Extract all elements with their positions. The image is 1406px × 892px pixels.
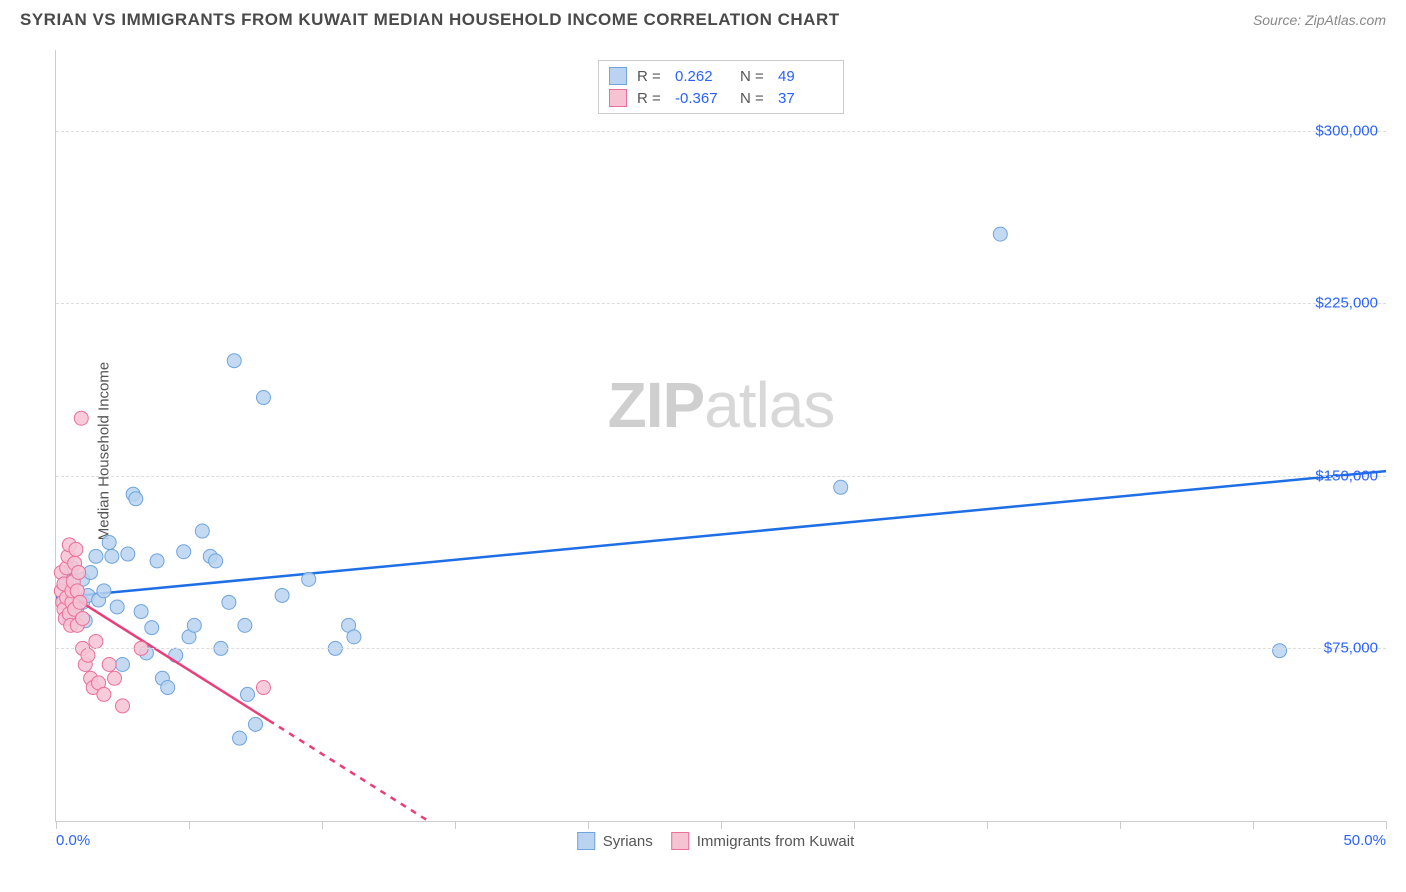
data-point [161,681,175,695]
y-tick-label: $300,000 [1315,122,1378,139]
x-tick [854,821,855,829]
data-point [150,554,164,568]
data-point [195,524,209,538]
y-tick-label: $150,000 [1315,467,1378,484]
data-point [302,572,316,586]
data-point [1273,644,1287,658]
y-tick-label: $225,000 [1315,295,1378,312]
x-tick [987,821,988,829]
x-tick [588,821,589,829]
data-point [187,618,201,632]
data-point [108,671,122,685]
x-tick [322,821,323,829]
data-point [134,605,148,619]
data-point [110,600,124,614]
chart-container: Median Household Income ZIPatlas R =0.26… [45,50,1386,852]
x-tick [1120,821,1121,829]
x-tick [189,821,190,829]
x-tick [1386,821,1387,829]
legend-item: Syrians [577,832,653,850]
data-point [347,630,361,644]
source-label: Source: ZipAtlas.com [1253,12,1386,28]
legend-item: Immigrants from Kuwait [671,832,855,850]
legend-swatch [577,832,595,850]
gridline [56,303,1386,304]
data-point [129,492,143,506]
data-point [73,595,87,609]
x-tick-label: 0.0% [56,832,90,849]
data-point [97,687,111,701]
data-point [105,549,119,563]
data-point [145,621,159,635]
data-point [249,717,263,731]
data-point [76,611,90,625]
data-point [233,731,247,745]
data-point [121,547,135,561]
data-point [177,545,191,559]
trend-line-dashed [269,720,429,821]
trend-line [56,471,1386,598]
legend-label: Immigrants from Kuwait [697,833,855,850]
data-point [89,549,103,563]
data-point [238,618,252,632]
data-point [256,391,270,405]
data-point [209,554,223,568]
data-point [89,634,103,648]
data-point [102,536,116,550]
scatter-plot-svg [56,50,1386,821]
data-point [102,657,116,671]
x-tick-label: 50.0% [1343,832,1386,849]
data-point [69,542,83,556]
legend-label: Syrians [603,833,653,850]
data-point [834,480,848,494]
x-tick [56,821,57,829]
data-point [81,648,95,662]
legend-swatch [671,832,689,850]
series-legend: Syrians Immigrants from Kuwait [577,832,855,850]
data-point [72,565,86,579]
gridline [56,648,1386,649]
data-point [241,687,255,701]
data-point [169,648,183,662]
data-point [97,584,111,598]
x-tick [1253,821,1254,829]
y-tick-label: $75,000 [1324,640,1378,657]
chart-title: SYRIAN VS IMMIGRANTS FROM KUWAIT MEDIAN … [20,10,840,30]
data-point [116,657,130,671]
data-point [74,411,88,425]
x-tick [455,821,456,829]
plot-area: ZIPatlas R =0.262N =49R =-0.367N =37 $75… [55,50,1386,822]
data-point [993,227,1007,241]
data-point [116,699,130,713]
x-tick [721,821,722,829]
data-point [275,588,289,602]
data-point [256,681,270,695]
data-point [227,354,241,368]
data-point [222,595,236,609]
gridline [56,131,1386,132]
gridline [56,476,1386,477]
